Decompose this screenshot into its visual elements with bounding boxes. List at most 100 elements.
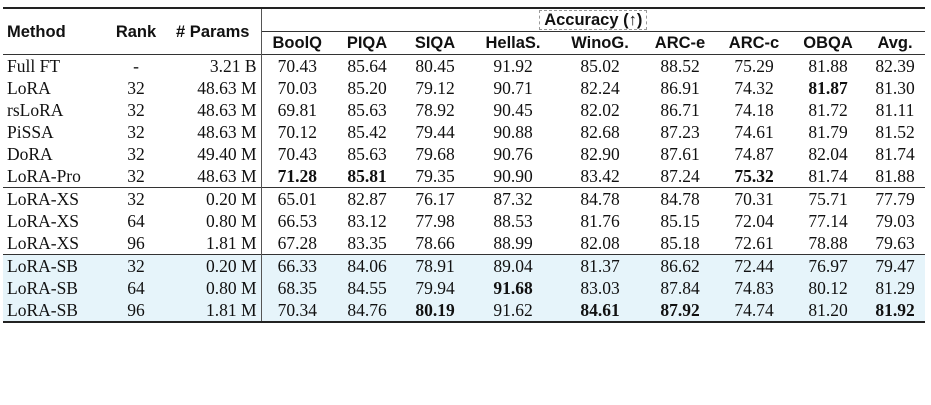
value-cell: 82.24	[580, 78, 620, 98]
task-header: WinoG.	[557, 31, 643, 55]
value-cell: 85.42	[347, 122, 387, 142]
value-cell: 66.53	[260, 210, 333, 232]
value-cell: 83.12	[347, 211, 387, 231]
params-cell: 0.20 M	[165, 187, 261, 210]
value-cell: 84.06	[333, 254, 401, 277]
params-cell: 48.63 M	[197, 166, 257, 186]
method-cell: LoRA	[7, 78, 51, 98]
value-cell: 69.81	[260, 99, 333, 121]
value-cell: 74.87	[734, 144, 774, 164]
value-cell: 85.18	[660, 233, 700, 253]
method-cell: LoRA-XS	[3, 187, 107, 210]
accuracy-header-label: Accuracy (↑)	[539, 10, 648, 30]
table-row: Full FT -3.21 B 70.43 85.64 80.45 91.92 85.02 8…	[3, 54, 926, 77]
value-cell: 82.39	[865, 54, 926, 77]
value-cell: 78.88	[808, 233, 848, 253]
params-cell: 49.40 M	[197, 144, 257, 164]
value-cell: 75.71	[791, 187, 865, 210]
value-cell: 72.04	[734, 211, 774, 231]
value-cell: 89.04	[469, 254, 557, 277]
value-cell: 72.44	[717, 254, 791, 277]
value-cell: 81.76	[580, 211, 620, 231]
value-cell: 82.02	[580, 100, 620, 120]
value-cell: 74.32	[734, 78, 774, 98]
table-row: rsLoRA 32 48.63 M 69.81 85.63 78.92 90.45 82.02…	[3, 99, 925, 121]
value-cell: 78.91	[401, 254, 469, 277]
table-row: LoRA-SB 64 0.80 M 68.35 84.55 79.94 91.68 83.03…	[3, 277, 926, 299]
value-cell: 74.18	[734, 100, 774, 120]
table-row: DoRA 32 49.40 M 70.43 85.63 79.68 90.76 82.90 87…	[3, 143, 925, 165]
rank-cell: 32	[127, 144, 145, 164]
params-cell: 3.21 B	[165, 54, 261, 77]
value-cell: 79.68	[415, 144, 455, 164]
value-cell: 68.35	[260, 277, 333, 299]
value-cell: 81.74	[875, 144, 915, 164]
table-row: LoRA-SB 32 0.20 M 66.33 84.06 78.91 89.04 81.37…	[3, 254, 926, 277]
table-row: LoRA-XS 32 0.20 M 65.01 82.87 76.17 87.32 84.78…	[3, 187, 926, 210]
value-cell: 65.01	[260, 187, 333, 210]
value-cell: 80.19	[401, 299, 469, 323]
value-cell: 70.43	[260, 143, 333, 165]
value-cell: 81.79	[808, 122, 848, 142]
value-cell: 82.68	[580, 122, 620, 142]
value-cell: 79.35	[415, 166, 455, 186]
method-cell: LoRA-SB	[3, 254, 107, 277]
value-cell: 70.31	[717, 187, 791, 210]
task-header: ARC-c	[717, 31, 791, 55]
value-cell: 70.34	[260, 299, 333, 323]
value-cell: 82.08	[580, 233, 620, 253]
value-cell: 84.78	[557, 187, 643, 210]
value-cell: 71.28	[260, 165, 333, 188]
params-cell: 0.20 M	[165, 254, 261, 277]
value-cell: 90.76	[493, 144, 533, 164]
value-cell: 81.92	[865, 299, 926, 323]
task-header: Avg.	[865, 31, 926, 55]
rank-cell: 32	[127, 100, 145, 120]
value-cell: 84.76	[333, 299, 401, 323]
table-row: LoRA 32 48.63 M 70.03 85.20 79.12 90.71 82.24 86…	[3, 77, 925, 99]
value-cell: 83.42	[580, 166, 620, 186]
value-cell: 66.33	[260, 254, 333, 277]
task-header: ARC-e	[643, 31, 717, 55]
value-cell: 84.55	[333, 277, 401, 299]
value-cell: 85.63	[347, 100, 387, 120]
value-cell: 80.45	[401, 54, 469, 77]
params-cell: 48.63 M	[197, 100, 257, 120]
rank-cell: 96	[107, 299, 165, 323]
value-cell: 79.63	[875, 233, 915, 253]
value-cell: 84.61	[557, 299, 643, 323]
rank-cell: 32	[127, 78, 145, 98]
value-cell: 81.87	[808, 78, 848, 98]
value-cell: 87.84	[643, 277, 717, 299]
value-cell: 84.78	[643, 187, 717, 210]
method-cell: rsLoRA	[7, 100, 64, 120]
value-cell: 76.17	[401, 187, 469, 210]
params-cell: 1.81 M	[205, 233, 257, 253]
value-cell: 90.45	[493, 100, 533, 120]
value-cell: 90.71	[493, 78, 533, 98]
task-header: PIQA	[333, 31, 401, 55]
value-cell: 79.94	[401, 277, 469, 299]
results-table: Method Rank # Params Accuracy (↑) BoolQ P…	[3, 7, 926, 323]
params-cell: 0.80 M	[205, 211, 257, 231]
params-cell: 0.80 M	[165, 277, 261, 299]
value-cell: 77.79	[865, 187, 926, 210]
value-cell: 81.88	[791, 54, 865, 77]
value-cell: 67.28	[260, 232, 333, 255]
value-cell: 81.37	[557, 254, 643, 277]
value-cell: 75.29	[717, 54, 791, 77]
value-cell: 81.74	[808, 166, 848, 186]
value-cell: 79.44	[415, 122, 455, 142]
value-cell: 79.47	[865, 254, 926, 277]
value-cell: 85.20	[347, 78, 387, 98]
value-cell: 88.53	[493, 211, 533, 231]
value-cell: 82.87	[333, 187, 401, 210]
task-header-row: BoolQ PIQA SIQA HellaS. WinoG. ARC-e ARC-c OBQA…	[3, 31, 926, 55]
value-cell: 70.03	[260, 77, 333, 99]
value-cell: 72.61	[734, 233, 774, 253]
value-cell: 78.66	[415, 233, 455, 253]
header-row-top: Method Rank # Params Accuracy (↑)	[3, 7, 926, 55]
value-cell: 83.35	[347, 233, 387, 253]
value-cell: 77.14	[808, 211, 848, 231]
method-cell: LoRA-XS	[7, 211, 79, 231]
